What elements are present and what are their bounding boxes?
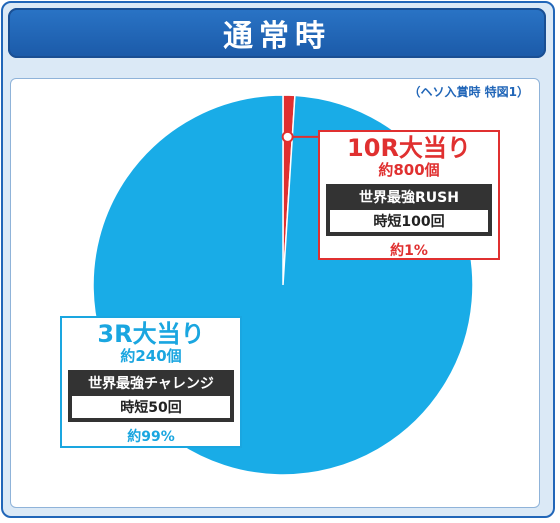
chart-note: （ヘソ入賞時 特図1） [408,85,529,99]
label-3r-mode: 世界最強チャレンジ 時短50回 [68,370,234,422]
label-3r-mode-name: 世界最強チャレンジ [88,376,214,392]
label-3r-title: 3R大当り [97,320,205,348]
leader-dot-10r [281,130,294,143]
label-3r: 3R大当り 約240個 世界最強チャレンジ 時短50回 約99% [60,316,242,448]
label-10r-title: 10R大当り [347,134,471,162]
label-10r-rate: 約1% [390,243,428,259]
label-10r: 10R大当り 約800個 世界最強RUSH 時短100回 約1% [318,130,500,260]
label-3r-award: 約240個 [120,347,182,365]
label-10r-jitan: 時短100回 [330,210,488,232]
label-10r-mode: 世界最強RUSH 時短100回 [326,184,492,236]
label-10r-mode-name: 世界最強RUSH [359,190,459,206]
label-10r-award: 約800個 [378,161,440,179]
page-title: 通常時 [8,8,546,58]
label-3r-jitan: 時短50回 [72,396,230,418]
label-3r-rate: 約99% [127,429,175,445]
